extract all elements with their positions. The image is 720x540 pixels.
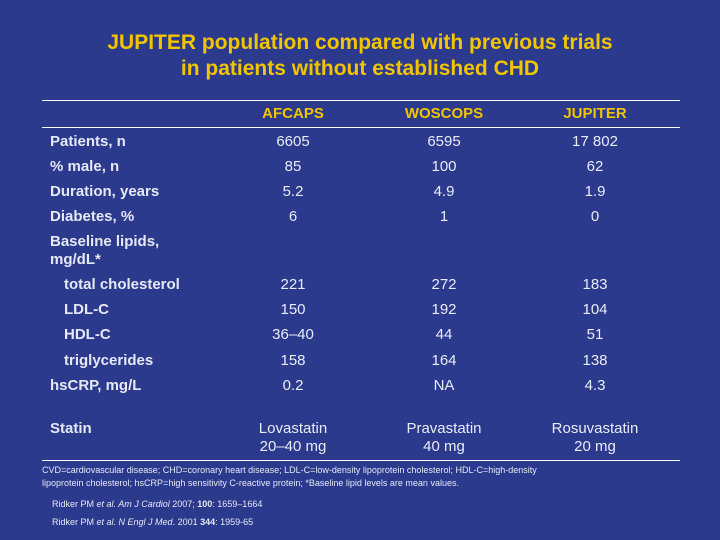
reference-2-volume: 344 <box>200 517 216 527</box>
column-header-woscops: WOSCOPS <box>404 105 484 122</box>
cell-statin-afcaps-dose: 20–40 mg <box>259 438 327 455</box>
cell-tg-jupiter: 138 <box>582 352 608 369</box>
cell-tc-afcaps: 221 <box>280 276 306 293</box>
reference-2-author: Ridker PM <box>52 517 97 527</box>
cell-diabetes-jupiter: 0 <box>590 208 600 225</box>
reference-1-volume: 100 <box>197 499 213 509</box>
footnote-line-1: CVD=cardiovascular disease; CHD=coronary… <box>42 465 537 475</box>
reference-1-pages: : 1659–1664 <box>212 499 263 509</box>
cell-patients-woscops: 6595 <box>427 133 461 150</box>
reference-2-journal: N Engl J Med <box>116 517 173 527</box>
row-label-diabetes: Diabetes, % <box>50 208 135 225</box>
row-label-triglycerides: triglycerides <box>64 352 154 369</box>
footnote-line-2: lipoprotein cholesterol; hsCRP=high sens… <box>42 478 459 488</box>
cell-male-woscops: 100 <box>431 158 457 175</box>
cell-duration-jupiter: 1.9 <box>584 183 606 200</box>
column-header-jupiter: JUPITER <box>563 105 627 122</box>
row-label-baseline-lipids-line1: Baseline lipids, <box>50 233 160 250</box>
cell-tc-woscops: 272 <box>431 276 457 293</box>
row-label-total-cholesterol: total cholesterol <box>64 276 180 293</box>
cell-tg-afcaps: 158 <box>280 352 306 369</box>
cell-hdl-jupiter: 51 <box>586 326 604 343</box>
header-bottom-rule <box>42 127 680 128</box>
reference-2-etal: et al. <box>96 517 117 527</box>
cell-hscrp-jupiter: 4.3 <box>584 377 606 394</box>
cell-ldl-afcaps: 150 <box>280 301 306 318</box>
row-label-baseline-lipids-line2: mg/dL* <box>50 251 101 268</box>
cell-hdl-woscops: 44 <box>435 326 453 343</box>
cell-statin-jupiter-dose: 20 mg <box>574 438 616 455</box>
reference-1-journal: Am J Cardiol <box>116 499 170 509</box>
row-label-duration: Duration, years <box>50 183 160 200</box>
column-header-afcaps: AFCAPS <box>262 105 324 122</box>
cell-patients-afcaps: 6605 <box>276 133 310 150</box>
slide-title: JUPITER population compared with previou… <box>0 30 720 82</box>
row-label-male: % male, n <box>50 158 120 175</box>
title-line-2: in patients without established CHD <box>180 57 540 80</box>
reference-1-etal: et al. <box>96 499 117 509</box>
cell-statin-jupiter-name: Rosuvastatin <box>551 420 639 437</box>
cell-duration-woscops: 4.9 <box>433 183 455 200</box>
cell-hscrp-afcaps: 0.2 <box>282 377 304 394</box>
row-label-statin: Statin <box>50 420 92 437</box>
row-label-hscrp: hsCRP, mg/L <box>50 377 142 394</box>
reference-2-pages: : 1959-65 <box>215 517 254 527</box>
reference-2-year: . 2001 <box>172 517 201 527</box>
cell-statin-woscops-dose: 40 mg <box>423 438 465 455</box>
cell-patients-jupiter: 17 802 <box>572 133 618 150</box>
row-label-hdl: HDL-C <box>64 326 111 343</box>
table-top-rule <box>42 100 680 101</box>
row-label-ldl: LDL-C <box>64 301 109 318</box>
reference-1-year: 2007; <box>169 499 198 509</box>
reference-1: Ridker PM et al. Am J Cardiol 2007; 100:… <box>52 498 262 510</box>
reference-1-author: Ridker PM <box>52 499 97 509</box>
cell-statin-afcaps-name: Lovastatin <box>258 420 328 437</box>
cell-hdl-afcaps: 36–40 <box>272 326 314 343</box>
cell-diabetes-afcaps: 6 <box>288 208 298 225</box>
title-line-1: JUPITER population compared with previou… <box>107 31 613 54</box>
cell-male-jupiter: 62 <box>586 158 604 175</box>
cell-hscrp-woscops: NA <box>433 377 455 394</box>
cell-ldl-jupiter: 104 <box>582 301 608 318</box>
table-bottom-rule <box>42 460 680 461</box>
row-label-patients: Patients, n <box>50 133 126 150</box>
cell-diabetes-woscops: 1 <box>439 208 449 225</box>
cell-statin-woscops-name: Pravastatin <box>406 420 482 437</box>
cell-duration-afcaps: 5.2 <box>282 183 304 200</box>
reference-2: Ridker PM et al. N Engl J Med. 2001 344:… <box>52 516 253 528</box>
cell-tc-jupiter: 183 <box>582 276 608 293</box>
cell-male-afcaps: 85 <box>284 158 302 175</box>
cell-tg-woscops: 164 <box>431 352 457 369</box>
cell-ldl-woscops: 192 <box>431 301 457 318</box>
